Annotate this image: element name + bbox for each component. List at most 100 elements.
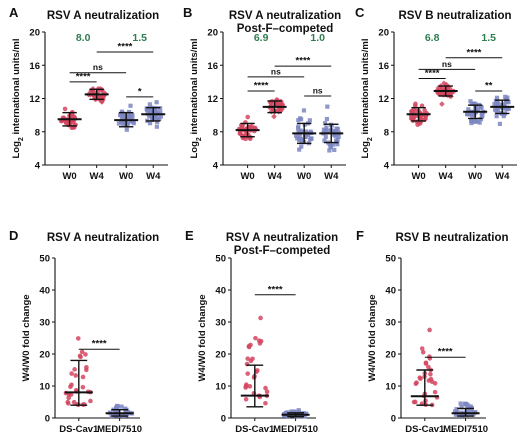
data-point bbox=[412, 399, 418, 405]
significance-label: ns bbox=[313, 86, 323, 96]
y-tick-label: 10 bbox=[385, 382, 396, 393]
data-point bbox=[114, 413, 119, 418]
data-point bbox=[323, 130, 328, 135]
data-point bbox=[475, 107, 481, 112]
panel-title: RSV B neutralization bbox=[398, 10, 511, 22]
panel-d: D RSV A neutralization 0 10 20 30 40 50 W4/W0 fo… bbox=[9, 228, 159, 435]
data-point bbox=[256, 338, 262, 343]
data-point bbox=[245, 371, 251, 376]
x-tick-label: W0 bbox=[468, 171, 482, 182]
data-point bbox=[332, 147, 337, 152]
data-point bbox=[154, 124, 159, 129]
x-tick-label: W0 bbox=[411, 171, 425, 182]
panel-title: Post-F–competed bbox=[234, 245, 331, 257]
x-tick-label: W4 bbox=[268, 171, 283, 182]
panel-a: A RSV A neutralization 4 8 12 16 20 Log2 intern… bbox=[9, 5, 168, 182]
data-point bbox=[303, 129, 308, 134]
data-point bbox=[154, 100, 159, 105]
data-point bbox=[270, 107, 277, 114]
data-point bbox=[302, 414, 307, 419]
data-point bbox=[471, 412, 476, 417]
panel-title: Post-F–competed bbox=[237, 23, 334, 35]
y-tick-label: 20 bbox=[207, 28, 218, 39]
x-tick-label: W0 bbox=[240, 171, 254, 182]
data-point bbox=[480, 110, 485, 116]
data-point bbox=[126, 114, 132, 120]
y-tick-label: 12 bbox=[29, 94, 40, 105]
panel-title: RSV A neutralization bbox=[229, 10, 341, 22]
data-point bbox=[419, 103, 425, 109]
y-tick-label: 40 bbox=[215, 286, 226, 297]
data-point bbox=[473, 102, 478, 107]
data-point bbox=[158, 114, 163, 119]
data-point bbox=[245, 114, 251, 120]
y-tick-label: 20 bbox=[29, 28, 40, 39]
data-point bbox=[462, 401, 467, 406]
data-point bbox=[466, 112, 471, 117]
data-point bbox=[335, 142, 340, 147]
y-tick-label: 40 bbox=[39, 286, 50, 297]
y-tick-label: 16 bbox=[378, 61, 389, 72]
data-point bbox=[323, 127, 328, 133]
data-point bbox=[468, 412, 474, 417]
x-tick-label: W4 bbox=[146, 171, 161, 182]
panel-letter: F bbox=[356, 228, 364, 243]
data-point bbox=[497, 121, 502, 126]
data-point bbox=[428, 371, 433, 377]
data-point bbox=[327, 148, 332, 153]
data-point bbox=[123, 113, 128, 119]
x-tick-label: DS-Cav1 bbox=[405, 424, 445, 435]
data-point bbox=[158, 110, 163, 115]
data-point bbox=[307, 118, 312, 123]
data-point bbox=[68, 392, 74, 397]
data-point bbox=[245, 356, 251, 361]
y-tick-label: 12 bbox=[378, 94, 389, 105]
data-point bbox=[239, 125, 245, 130]
y-axis-label: W4/W0 fold change bbox=[197, 294, 208, 381]
data-point bbox=[247, 125, 253, 130]
data-point bbox=[69, 371, 74, 376]
data-point bbox=[70, 119, 76, 125]
data-point bbox=[492, 102, 497, 107]
y-tick-label: 20 bbox=[378, 28, 389, 39]
data-point bbox=[501, 113, 506, 119]
significance-label: ns bbox=[271, 66, 281, 76]
y-tick-label: 10 bbox=[39, 382, 50, 393]
y-tick-label: 12 bbox=[207, 94, 218, 105]
significance-label: **** bbox=[425, 68, 440, 79]
data-point bbox=[469, 120, 474, 126]
data-point bbox=[478, 117, 484, 122]
data-point bbox=[299, 144, 304, 149]
data-point bbox=[419, 346, 425, 351]
y-tick-label: 30 bbox=[39, 318, 50, 329]
data-point bbox=[66, 395, 71, 401]
data-point bbox=[264, 389, 270, 395]
data-point bbox=[493, 98, 499, 103]
data-point bbox=[119, 113, 124, 118]
significance-label: **** bbox=[438, 347, 453, 358]
data-point bbox=[73, 373, 79, 378]
x-tick-label: DS-Cav1 bbox=[59, 424, 99, 435]
data-point bbox=[466, 107, 471, 112]
data-point bbox=[414, 380, 419, 385]
data-point bbox=[295, 126, 301, 131]
significance-label: * bbox=[138, 86, 142, 97]
significance-label: **** bbox=[296, 56, 311, 67]
data-point bbox=[506, 106, 511, 111]
data-point bbox=[250, 356, 255, 362]
data-point bbox=[79, 349, 85, 355]
y-tick-label: 0 bbox=[45, 414, 50, 425]
y-axis-label: W4/W0 fold change bbox=[21, 294, 32, 381]
data-point bbox=[479, 114, 485, 119]
data-point bbox=[323, 134, 328, 139]
y-tick-label: 16 bbox=[207, 61, 218, 72]
data-point bbox=[253, 335, 258, 341]
significance-label: **** bbox=[118, 41, 133, 52]
data-point bbox=[432, 389, 438, 395]
data-point bbox=[418, 116, 424, 122]
x-tick-label: MEDI7510 bbox=[443, 424, 488, 435]
data-point bbox=[453, 412, 458, 417]
panel-title: RSV B neutralization bbox=[395, 232, 508, 244]
